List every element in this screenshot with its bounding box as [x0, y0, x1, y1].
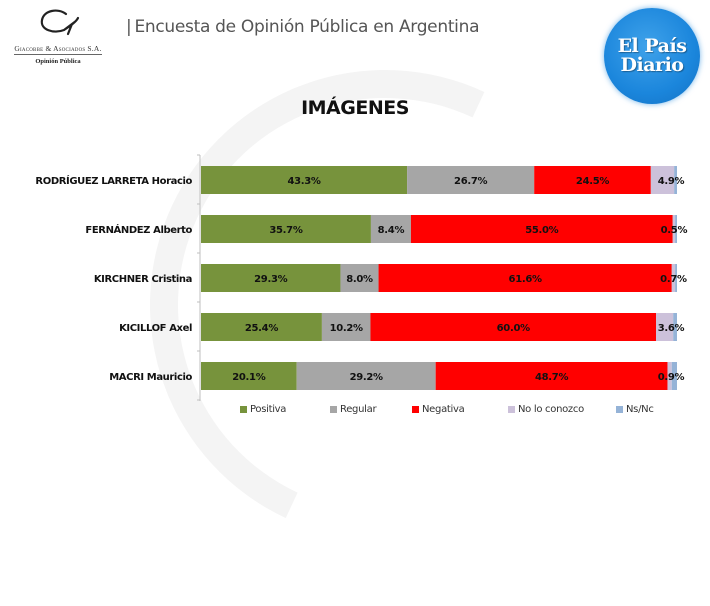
data-label: 61.6%	[509, 274, 542, 285]
bar-segment-no-lo-conozco	[671, 264, 676, 292]
chart-legend: Positiva Regular Negativa No lo conozco Ns/N…	[0, 404, 710, 418]
data-label: 29.2%	[350, 372, 383, 383]
legend-item: Negativa	[412, 404, 465, 415]
legend-label: Positiva	[250, 404, 287, 415]
data-label: 55.0%	[525, 225, 558, 236]
bar-segment-no-lo-conozco	[672, 215, 676, 243]
bars	[201, 166, 677, 390]
bar-segment-regular	[321, 313, 371, 341]
labels: RODRÍGUEZ LARRETA Horacio 43.3% 26.7% 24.5%…	[35, 174, 687, 383]
page-title-text: Encuesta de Opinión Pública en Argentina	[134, 17, 480, 37]
data-label: 20.1%	[232, 372, 265, 383]
bar-segment-negativa	[534, 166, 651, 194]
bar-segment-ns-nc	[674, 166, 677, 194]
data-label: 8.4%	[378, 225, 405, 236]
category-label: KICILLOF Axel	[119, 323, 192, 334]
data-label: 43.3%	[287, 176, 320, 187]
bar-segment-positiva	[201, 166, 408, 194]
category-label: RODRÍGUEZ LARRETA Horacio	[35, 174, 192, 187]
legend-swatch	[508, 406, 515, 413]
bar-segment-negativa	[410, 215, 673, 243]
bar-segment-negativa	[378, 264, 672, 292]
category-label: KIRCHNER Cristina	[94, 274, 192, 285]
data-label: 8.0%	[346, 274, 373, 285]
legend-label: Negativa	[422, 404, 465, 415]
category-label: FERNÁNDEZ Alberto	[85, 223, 192, 236]
data-label: 4.9%	[658, 176, 685, 187]
bar-segment-no-lo-conozco	[656, 313, 674, 341]
page-title: | Encuesta de Opinión Pública en Argentin…	[126, 17, 480, 37]
category-label: MACRI Mauricio	[109, 372, 192, 383]
el-pais-diario-badge: El País Diario	[604, 8, 700, 104]
legend-item: No lo conozco	[508, 404, 584, 415]
data-label: 24.5%	[576, 176, 609, 187]
legend-swatch	[240, 406, 247, 413]
legend-swatch	[616, 406, 623, 413]
bar-segment-regular	[407, 166, 535, 194]
data-label: 35.7%	[269, 225, 302, 236]
bar-segment-positiva	[201, 264, 341, 292]
data-label: 60.0%	[497, 323, 530, 334]
legend-label: No lo conozco	[518, 404, 584, 415]
bar-segment-regular	[340, 264, 379, 292]
data-label: 10.2%	[330, 323, 363, 334]
bar-segment-no-lo-conozco	[667, 362, 672, 390]
data-label: 0.5%	[661, 225, 688, 236]
logo-swirl-icon	[40, 9, 80, 36]
bar-segment-ns-nc	[671, 362, 677, 390]
giacobbe-logo: Giacobbe & Asociados S.A. Opinión Públic…	[8, 8, 108, 74]
badge-line-1: El País	[617, 35, 687, 57]
bar-segment-positiva	[201, 362, 297, 390]
y-axis	[197, 154, 201, 401]
data-label: 26.7%	[454, 176, 487, 187]
legend-label: Regular	[340, 404, 377, 415]
bar-segment-negativa	[370, 313, 657, 341]
legend-item: Ns/Nc	[616, 404, 654, 415]
legend-swatch	[412, 406, 419, 413]
legend-swatch	[330, 406, 337, 413]
bar-segment-ns-nc	[675, 264, 677, 292]
bar-segment-no-lo-conozco	[650, 166, 675, 194]
data-label: 3.6%	[658, 323, 685, 334]
logo-subtitle: Opinión Pública	[35, 58, 81, 65]
bar-segment-negativa	[435, 362, 668, 390]
badge-line-2: Diario	[620, 54, 684, 76]
bar-segment-positiva	[201, 215, 371, 243]
bar-segment-regular	[370, 215, 411, 243]
title-separator: |	[126, 17, 132, 37]
bar-segment-positiva	[201, 313, 322, 341]
data-label: 29.3%	[254, 274, 287, 285]
legend-item: Regular	[330, 404, 377, 415]
data-label: 0.7%	[660, 274, 687, 285]
data-label: 48.7%	[535, 372, 568, 383]
stacked-bar-chart: RODRÍGUEZ LARRETA Horacio 43.3% 26.7% 24.5%…	[35, 154, 688, 401]
bar-segment-ns-nc	[673, 313, 677, 341]
logo-firm-name: Giacobbe & Asociados S.A.	[14, 44, 102, 55]
bar-segment-regular	[296, 362, 436, 390]
chart-title: IMÁGENES	[301, 97, 409, 119]
bar-segment-ns-nc	[675, 215, 677, 243]
data-label: 0.9%	[658, 372, 685, 383]
legend-label: Ns/Nc	[626, 404, 654, 415]
data-label: 25.4%	[245, 323, 278, 334]
legend-item: Positiva	[240, 404, 286, 415]
